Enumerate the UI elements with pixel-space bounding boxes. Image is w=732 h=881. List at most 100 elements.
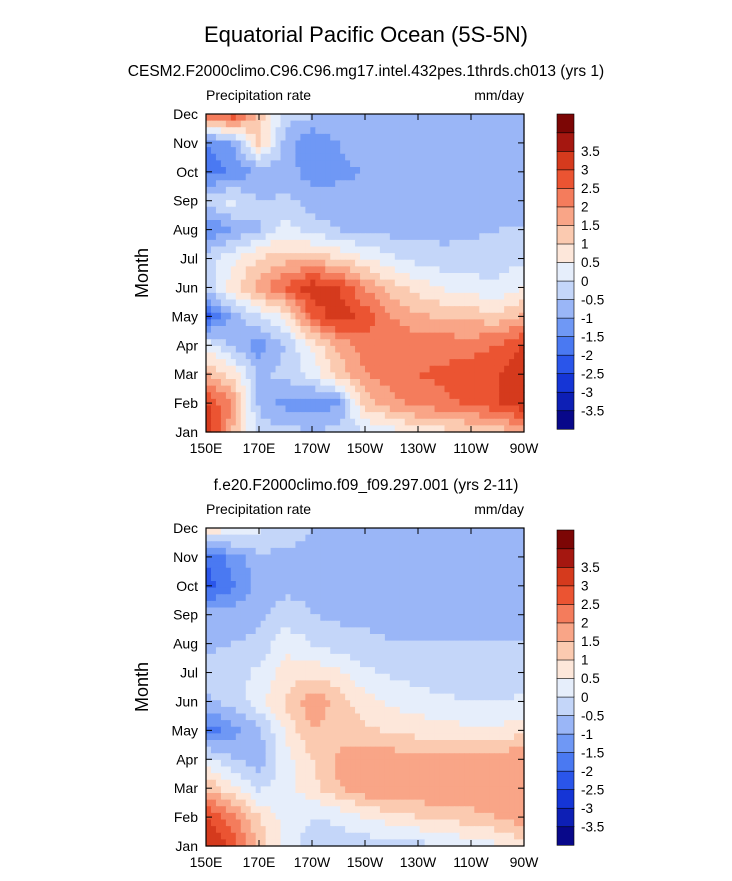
heatmap-cell [434,186,441,195]
heatmap-cell [414,299,421,307]
heatmap-cell [424,660,431,668]
heatmap-cell [434,239,441,248]
heatmap-cell [240,398,247,407]
heatmap-cell [459,352,465,360]
heatmap-cell [335,359,341,367]
heatmap-cell [434,259,441,267]
heatmap-cell [509,594,515,602]
heatmap-cell [394,213,401,221]
heatmap-cell [325,567,331,575]
heatmap-cell [424,634,431,642]
heatmap-cell [509,693,515,701]
heatmap-cell [310,114,316,122]
heatmap-cell [235,180,242,188]
heatmap-cell [365,660,371,668]
heatmap-cell [484,554,490,562]
heatmap-cell [494,534,500,542]
heatmap-cell [345,167,351,175]
heatmap-cell [384,607,391,615]
heatmap-cell [335,574,341,582]
heatmap-cell [245,299,252,307]
heatmap-cell [434,680,441,688]
heatmap-cell [509,173,515,181]
heatmap-cell [335,286,341,294]
heatmap-cell [444,339,451,347]
heatmap-cell [305,581,311,589]
heatmap-cell [250,673,257,681]
heatmap-cell [439,634,446,642]
heatmap-cell [320,259,326,267]
heatmap-cell [255,607,262,615]
heatmap-cell [210,180,217,188]
heatmap-cell [399,273,406,281]
heatmap-cell [389,528,396,536]
heatmap-cell [220,620,227,628]
heatmap-cell [429,193,436,201]
heatmap-cell [355,200,361,208]
heatmap-cell [275,700,282,708]
heatmap-cell [444,186,451,195]
y-tick-label: Jul [180,251,198,267]
heatmap-cell [419,385,426,393]
heatmap-cell [285,213,292,221]
heatmap-cell [365,332,371,340]
heatmap-cell [260,614,267,622]
heatmap-cell [315,700,321,708]
heatmap-cell [240,607,247,615]
heatmap-cell [389,607,396,615]
heatmap-cell [469,186,475,195]
heatmap-cell [494,581,500,589]
heatmap-cell [215,120,222,128]
heatmap-cell [285,114,292,122]
heatmap-cell [255,627,262,635]
heatmap-cell [519,233,525,241]
heatmap-cell [369,634,376,642]
heatmap-cell [345,114,351,122]
heatmap-cell [449,160,456,168]
heatmap-cell [210,587,217,595]
heatmap-cell [429,534,436,542]
heatmap-cell [230,352,237,360]
heatmap-cell [459,299,465,307]
heatmap-cell [315,173,321,181]
heatmap-cell [484,173,490,181]
heatmap-cell [300,299,306,307]
heatmap-cell [449,312,456,320]
heatmap-cell [424,326,431,334]
heatmap-cell [265,412,272,420]
heatmap-cell [519,133,525,142]
heatmap-cell [379,687,386,695]
heatmap-cell [389,425,396,433]
heatmap-cell [300,359,306,367]
heatmap-cell [330,700,336,708]
heatmap-cell [409,418,416,426]
heatmap-cell [220,554,227,562]
heatmap-cell [434,587,441,595]
heatmap-cell [300,233,306,241]
heatmap-cell [345,594,351,602]
heatmap-cell [290,541,297,549]
heatmap-cell [310,180,316,188]
heatmap-cell [414,528,421,536]
heatmap-cell [379,534,386,542]
heatmap-cell [429,279,436,287]
heatmap-cell [404,567,411,575]
heatmap-cell [295,193,302,201]
heatmap-cell [494,147,500,155]
heatmap-cell [235,359,242,367]
heatmap-cell [469,259,475,267]
heatmap-cell [494,673,500,681]
heatmap-cell [295,213,302,221]
heatmap-cell [260,627,267,635]
heatmap-cell [255,193,262,201]
heatmap-cell [454,673,461,681]
heatmap-cell [419,425,426,433]
heatmap-cell [330,713,336,721]
heatmap-cell [429,398,436,407]
heatmap-cell [270,627,277,635]
heatmap-cell [206,653,212,662]
heatmap-cell [325,160,331,168]
heatmap-cell [235,167,242,175]
heatmap-cell [290,339,297,347]
heatmap-cell [280,114,287,122]
